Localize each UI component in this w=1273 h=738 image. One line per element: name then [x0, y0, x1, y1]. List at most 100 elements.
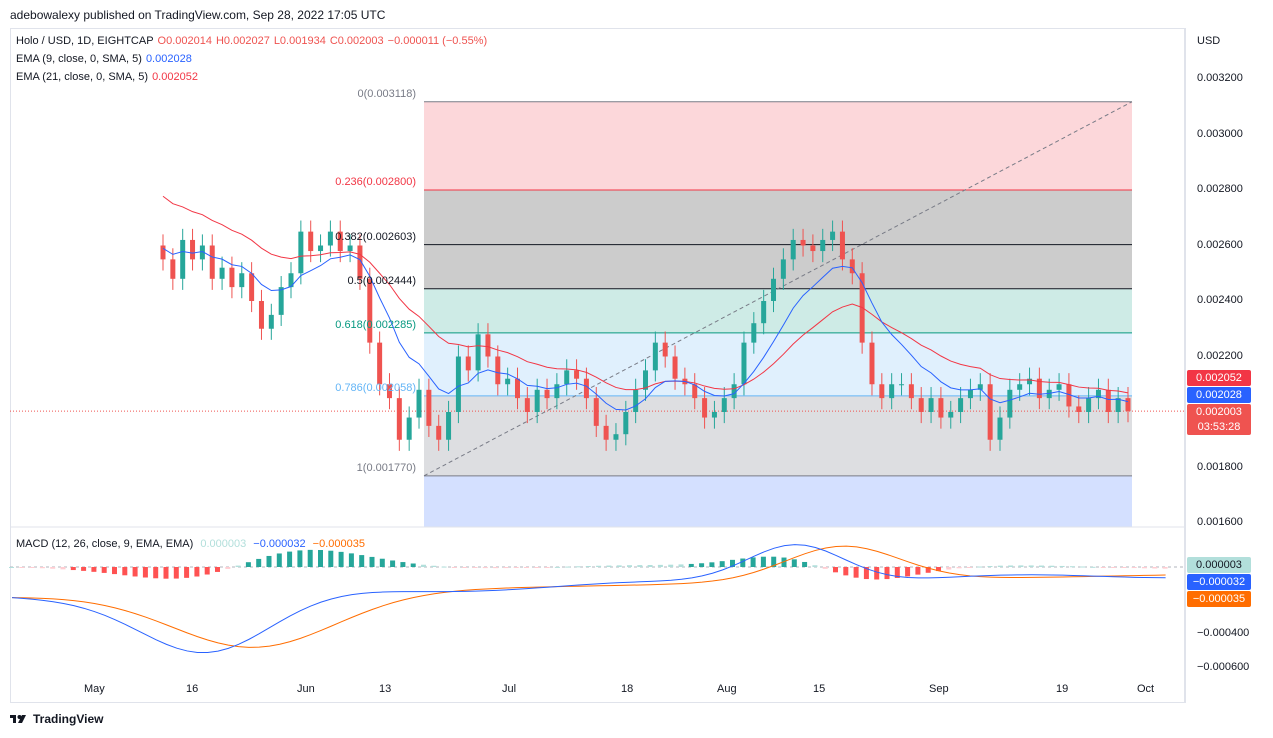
ema9-legend[interactable]: EMA (9, close, 0, SMA, 5) 0.002028 — [16, 53, 196, 65]
candle-body — [731, 384, 737, 399]
candle-body — [180, 239, 186, 279]
price-tick: 0.002800 — [1197, 183, 1243, 195]
candle-body — [239, 273, 245, 288]
macd-histogram-bar — [348, 553, 354, 567]
macd-histogram-bar — [771, 556, 777, 567]
macd-histogram-bar — [833, 567, 838, 573]
macd-histogram-bar — [1018, 565, 1024, 567]
price-axis-border — [1185, 28, 1186, 703]
candle-body — [869, 342, 875, 385]
candle-body — [574, 370, 580, 379]
price-tick: 0.001600 — [1197, 516, 1243, 528]
fib-level-label: 0.618(0.002285) — [335, 318, 416, 331]
candle-body — [377, 342, 383, 385]
macd-label: MACD (12, 26, close, 9, EMA, EMA) — [16, 538, 194, 550]
macd-histogram-bar — [60, 567, 66, 570]
candle-body — [170, 259, 176, 279]
macd-histogram-bar — [245, 562, 251, 567]
macd-histogram-bar — [915, 567, 921, 575]
candle-body — [1105, 389, 1111, 412]
candle-body — [908, 384, 914, 399]
time-tick: 15 — [813, 683, 826, 695]
fib-level-label: 0.236(0.002800) — [335, 176, 416, 188]
macd-histogram-bar — [225, 567, 231, 569]
macd-histogram-bar — [421, 564, 426, 567]
candle-body — [977, 384, 983, 390]
candle-body — [879, 384, 885, 399]
macd-histogram-bar — [585, 566, 591, 568]
macd-histogram-bar — [946, 567, 952, 570]
candle-body — [967, 389, 973, 399]
macd-histogram-bar — [760, 556, 766, 567]
macd-signal-value: −0.000035 — [312, 538, 365, 550]
candle-body — [830, 231, 836, 240]
candle-body — [514, 378, 520, 399]
candle-body — [1125, 398, 1131, 412]
candle-body — [327, 231, 333, 246]
macd-histogram-bar — [1008, 565, 1014, 567]
time-tick: Sep — [929, 683, 949, 695]
candle-body — [899, 384, 905, 386]
candle-body — [386, 384, 392, 399]
macd-histogram-bar — [750, 557, 756, 567]
time-tick: May — [84, 683, 105, 695]
macd-histogram-bar — [472, 567, 478, 568]
macd-histogram-bar — [142, 567, 148, 578]
macd-hist-value: 0.000003 — [200, 538, 247, 550]
macd-histogram-bar — [1028, 565, 1034, 567]
macd-legend[interactable]: MACD (12, 26, close, 9, EMA, EMA) 0.0000… — [16, 538, 369, 550]
macd-histogram-bar — [9, 566, 14, 568]
fib-zone — [424, 244, 1132, 289]
macd-histogram-bar — [740, 558, 746, 567]
macd-histogram-bar — [997, 565, 1003, 567]
candle-body — [465, 356, 471, 371]
candle-body — [436, 425, 442, 440]
candle-body — [849, 259, 855, 274]
macd-histogram-bar — [606, 565, 612, 567]
macd-histogram-bar — [338, 551, 344, 567]
macd-histogram-bar — [328, 550, 334, 567]
time-tick: 16 — [186, 683, 199, 695]
ema21-price-badge: 0.002052 — [1187, 370, 1251, 386]
candle-body — [711, 412, 717, 418]
symbol-legend[interactable]: Holo / USD, 1D, EIGHTCAP O0.002014 H0.0020… — [16, 35, 491, 47]
fib-level-label: 0.382(0.002603) — [335, 230, 416, 243]
macd-histogram-bar — [400, 562, 406, 567]
macd-histogram-bar — [925, 567, 931, 573]
macd-histogram-bar — [204, 567, 210, 575]
candle-body — [258, 301, 264, 329]
macd-tick: −0.000600 — [1197, 661, 1250, 673]
fib-retracement[interactable] — [423, 101, 1133, 527]
price-tick: 0.001800 — [1197, 460, 1243, 473]
candle-body — [652, 342, 658, 371]
macd-histogram-bar — [668, 564, 674, 567]
macd-histogram-bar — [627, 565, 632, 567]
fib-level-label: 0.786(0.002058) — [335, 381, 416, 394]
candle-body — [190, 239, 196, 260]
macd-histogram-bar — [966, 567, 972, 568]
ohlc-high: H0.002027 — [215, 35, 270, 47]
tradingview-logo[interactable]: TradingView — [10, 712, 103, 726]
price-tick: 0.003000 — [1197, 127, 1243, 140]
candle-body — [958, 398, 964, 412]
macd-histogram-bar — [616, 565, 622, 567]
candle-body — [633, 389, 639, 412]
candle-body — [367, 278, 373, 343]
ema21-legend[interactable]: EMA (21, close, 0, SMA, 5) 0.002052 — [16, 71, 202, 83]
candle-body — [613, 434, 619, 440]
candle-body — [475, 334, 481, 371]
candle-body — [1046, 389, 1052, 399]
candle-body — [780, 259, 786, 279]
macd-histogram-bar — [482, 567, 488, 569]
macd-histogram-bar — [1069, 566, 1075, 568]
candle-body — [810, 245, 816, 252]
candle-body — [564, 370, 570, 385]
candle-body — [347, 245, 353, 252]
candle-body — [495, 356, 501, 385]
candle-body — [1027, 378, 1033, 385]
macd-line-value: −0.000032 — [253, 538, 306, 550]
candle-body — [160, 245, 166, 260]
macd-histogram-bar — [29, 567, 35, 568]
price-tick: 0.002600 — [1197, 238, 1243, 251]
